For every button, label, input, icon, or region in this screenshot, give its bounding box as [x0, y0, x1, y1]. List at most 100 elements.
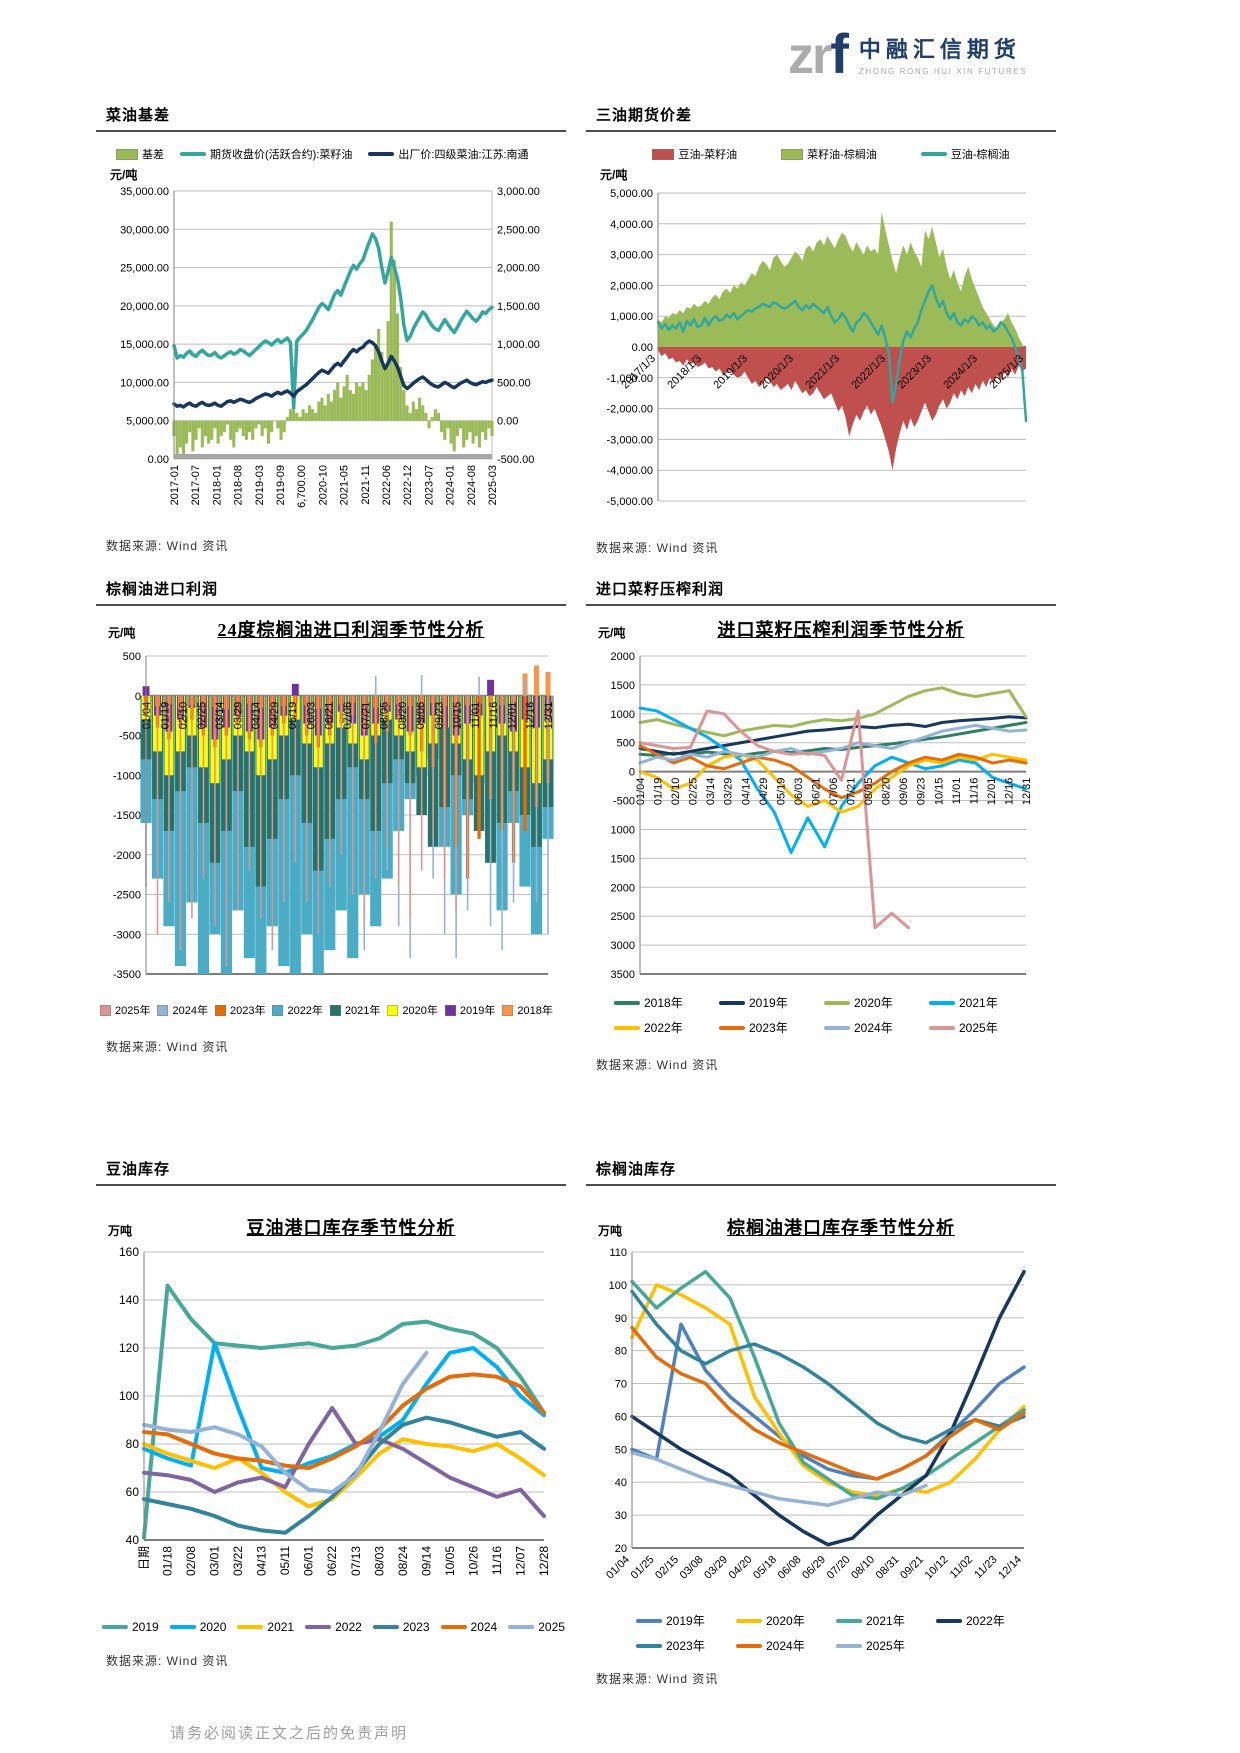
x-tick-label: 12/31 [1021, 778, 1033, 806]
legend-marker [836, 1643, 862, 1648]
series-2020年 [638, 686, 1028, 738]
y-tick-label: -1,000.00 [607, 373, 653, 385]
legend-label: 2019 [132, 1620, 159, 1634]
data-source: 数据来源: Wind 资讯 [106, 539, 229, 553]
y-tick-label: 30,000.00 [120, 224, 169, 236]
y-tick-label: 20,000.00 [120, 301, 169, 313]
data-source: 数据来源: Wind 资讯 [596, 1672, 719, 1686]
legend-label: 2023年 [749, 1021, 788, 1035]
x-tick-label: 01/19 [653, 778, 665, 806]
y-tick-label: 120 [119, 1341, 139, 1355]
series-2021年 [638, 706, 1028, 855]
legend-marker [102, 1625, 128, 1629]
chart-sanyou-jiacha: 5,000.00 4,000.00 3,000.00 2,000.00 1,000.00… [607, 188, 1028, 508]
legend-label: 2023年 [229, 1005, 266, 1017]
section-douyou-kucun: 豆油库存 万吨 豆油港口库存季节性分析 160 140 120 100 80 60 40 日期… [96, 1158, 566, 1669]
data-source: 数据来源: Wind 资讯 [596, 1058, 719, 1072]
y-tick-label: 100 [119, 1389, 139, 1403]
y-tick-label: 100 [609, 1280, 627, 1292]
x-tick-label: 06/03 [305, 702, 317, 730]
legend-marker [920, 152, 947, 156]
legend-item: 2018年 [614, 994, 719, 1011]
x-tick-label: 08/31 [874, 1554, 902, 1582]
x-tick-label: 2023-07 [423, 465, 435, 505]
legend-marker [157, 1004, 169, 1016]
x-tick-label: 07/21 [360, 702, 372, 730]
x-tick-label: 12/01 [986, 778, 998, 806]
x-tick-label: 2022-12 [402, 465, 414, 505]
x-tick-label: 08/03 [372, 1546, 386, 1576]
legend-item: 2021年 [329, 1002, 380, 1018]
plot-border [173, 190, 493, 460]
legend-marker [180, 152, 206, 156]
x-tick-label: 11/16 [490, 1546, 504, 1575]
series-2020年 [630, 1283, 1026, 1498]
x-tick-label: 07/06 [342, 702, 354, 730]
x-tick-label: 03/14 [705, 778, 717, 806]
y-tick-label: -3000 [113, 929, 141, 941]
x-tick-label: 07/06 [828, 778, 840, 806]
y-tick-label: -3500 [113, 969, 141, 981]
data-source: 数据来源: Wind 资讯 [106, 1040, 229, 1054]
x-tick-label: 11/23 [972, 1554, 999, 1581]
legend-marker [836, 1618, 862, 1623]
x-tick-label: 07/21 [846, 778, 858, 806]
legend-item: 2024 [440, 1620, 497, 1634]
chart-palmoil-inventory: 110100908070605040302001/0401/2502/1503/… [604, 1247, 1026, 1582]
y-tick-label-right: 0.00 [497, 416, 518, 428]
legend-marker [508, 1625, 535, 1629]
company-logo: zr f 中融汇信期货 ZHONG RONG HUI XIN FUTURES [788, 26, 1168, 83]
series-2021年 [630, 1269, 1026, 1501]
series-2025年 [630, 1450, 928, 1507]
y-tick-label: 0 [629, 767, 635, 779]
legend-item: 2023 [372, 1620, 430, 1634]
chart-legend: 2025年 2024年 2023年 2022年 2021年 2020年 2019年 2018年 [100, 1002, 566, 1018]
legend-marker [614, 1025, 640, 1030]
legend-label: 2020 [199, 1620, 227, 1634]
logo-zrf-mark: zr f [788, 26, 849, 83]
series-2020 [142, 1341, 546, 1475]
legend-label: 2022年 [644, 1021, 683, 1035]
legend-marker [736, 1643, 762, 1648]
legend-label: 2021年 [866, 1614, 905, 1628]
legend-label: 2019年 [459, 1005, 496, 1017]
y-tick-label: 60 [615, 1411, 627, 1423]
y-tick-label: 15,000.00 [120, 339, 169, 351]
x-tick-label: 11/16 [968, 778, 980, 805]
legend-item: 豆油-棕榈油 [920, 146, 1010, 162]
section-divider [96, 130, 566, 132]
series-2023年 [630, 1289, 1026, 1445]
x-tick-label: 10/12 [923, 1554, 951, 1582]
section-zonglvyou-jinkou-lirun: 棕榈油进口利润 元/吨 24度棕榈油进口利润季节性分析 500 0 -500 -100… [96, 578, 566, 1055]
legend-marker [719, 1000, 745, 1005]
x-tick-label: 08/24 [396, 1546, 410, 1576]
section-divider [586, 130, 1056, 132]
axis-unit-label: 元/吨 [108, 626, 136, 640]
x-tick-label: 11/16 [488, 702, 500, 729]
x-tick-label: 06/01 [302, 1546, 316, 1576]
x-tick-label: 04/14 [740, 778, 752, 806]
y-tick-label-right: 1,500.00 [497, 301, 540, 313]
legend-label: 2020年 [854, 996, 893, 1010]
x-tick-label: 04/14 [251, 702, 263, 730]
series-2022年 [630, 1269, 1026, 1547]
series-2024年 [630, 1325, 1026, 1481]
legend-marker [929, 1000, 955, 1005]
chart-title: 豆油港口库存季节性分析 [246, 1218, 456, 1238]
x-axis-band [174, 454, 492, 459]
legend-item: 2020年 [736, 1612, 836, 1629]
legend-marker [929, 1025, 955, 1030]
x-tick-label: 03/01 [208, 1546, 222, 1576]
y-tick-label: 80 [126, 1437, 140, 1451]
x-tick-label: 2020-10 [317, 465, 329, 505]
y-tick-label: 0 [135, 691, 141, 703]
legend-marker [736, 1618, 762, 1623]
section-divider [586, 604, 1056, 606]
x-tick-label: 2024-01 [445, 465, 457, 505]
y-tick-label: 3,000.00 [610, 250, 653, 262]
legend-item: 2023年 [719, 1019, 824, 1036]
x-tick-label: 2019-03 [254, 465, 266, 505]
legend-label: 豆油-菜籽油 [678, 149, 738, 161]
x-tick-label: 02/25 [688, 778, 700, 806]
legend-item: 2020年 [387, 1002, 438, 1018]
